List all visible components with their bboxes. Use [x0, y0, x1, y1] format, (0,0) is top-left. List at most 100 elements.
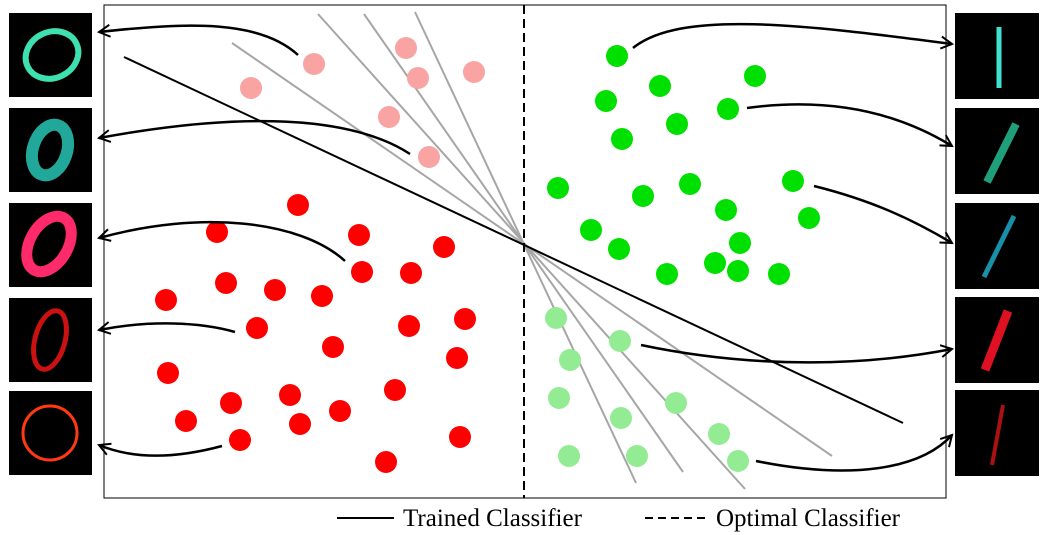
digit-one-glyph [981, 214, 1017, 279]
arrow-left-1 [99, 26, 299, 56]
right-thumbnails [955, 13, 1039, 476]
class0-dark-point-20 [175, 410, 197, 432]
arrow-right-3 [813, 184, 952, 245]
class1-dark-points [547, 45, 820, 285]
thumbnail-left-4 [9, 298, 92, 382]
class1-dark-point-16 [608, 238, 630, 260]
arrows [99, 22, 952, 472]
class1-dark-point-9 [679, 173, 701, 195]
class1-light-point-1 [545, 307, 567, 329]
class0-dark-point-25 [375, 451, 397, 473]
class1-light-point-3 [559, 349, 581, 371]
class1-dark-point-17 [704, 252, 726, 274]
digit-zero-glyph [21, 404, 79, 462]
class1-dark-point-7 [611, 128, 633, 150]
class1-dark-point-3 [649, 75, 671, 97]
class0-light-points [240, 37, 485, 168]
class0-dark-points [155, 194, 476, 473]
class0-dark-point-13 [454, 308, 476, 330]
candidate-line-4 [414, 11, 637, 484]
class0-dark-point-22 [289, 413, 311, 435]
digit-zero-glyph [31, 308, 69, 372]
class0-dark-point-24 [449, 426, 471, 448]
class1-light-point-10 [727, 450, 749, 472]
legend-trained-label: Trained Classifier [403, 505, 583, 532]
class0-light-point-3 [395, 37, 417, 59]
thumbnail-left-1 [9, 13, 92, 97]
class0-dark-point-18 [279, 384, 301, 406]
class1-light-point-6 [610, 407, 632, 429]
class1-dark-point-5 [717, 98, 739, 120]
class1-dark-point-20 [768, 263, 790, 285]
digit-one-glyph [980, 309, 1013, 372]
class0-dark-point-10 [155, 289, 177, 311]
class0-dark-point-6 [400, 262, 422, 284]
legend-optimal-label: Optimal Classifier [716, 505, 901, 532]
class1-light-point-2 [609, 330, 631, 352]
thumbnail-left-5 [9, 391, 92, 475]
class1-light-point-9 [626, 445, 648, 467]
class0-dark-point-3 [348, 224, 370, 246]
arrow-right-4 [640, 343, 952, 364]
class1-light-point-7 [708, 423, 730, 445]
class0-dark-point-5 [351, 261, 373, 283]
thumbnail-left-3 [9, 203, 92, 287]
class0-light-point-7 [418, 146, 440, 168]
class1-dark-point-15 [729, 232, 751, 254]
arrow-right-2 [746, 103, 952, 146]
class1-light-point-4 [548, 387, 570, 409]
class0-light-point-2 [240, 77, 262, 99]
class0-dark-point-11 [246, 317, 268, 339]
class1-dark-point-11 [782, 170, 804, 192]
arrow-left-2 [99, 119, 411, 156]
digit-zero-glyph [22, 28, 82, 82]
arrow-left-3 [99, 220, 346, 262]
class1-light-points [545, 307, 749, 472]
class0-dark-point-17 [384, 379, 406, 401]
thumbnail-right-2 [955, 108, 1039, 194]
class0-dark-point-2 [206, 221, 228, 243]
class0-dark-point-12 [398, 315, 420, 337]
class0-dark-point-16 [157, 362, 179, 384]
thumbnail-right-4 [955, 297, 1039, 383]
class1-dark-point-13 [798, 207, 820, 229]
arrow-left-4 [99, 323, 236, 332]
class0-light-point-4 [407, 67, 429, 89]
arrow-right-5 [755, 435, 952, 472]
class0-light-point-5 [463, 61, 485, 83]
arrow-right-1 [632, 22, 952, 48]
class0-dark-point-1 [287, 194, 309, 216]
class1-dark-point-6 [666, 113, 688, 135]
class0-dark-point-14 [322, 336, 344, 358]
class1-dark-point-18 [727, 260, 749, 282]
class1-dark-point-2 [744, 65, 766, 87]
class1-light-point-5 [665, 392, 687, 414]
class0-dark-point-4 [433, 236, 455, 258]
class1-light-point-8 [558, 445, 580, 467]
class0-dark-point-15 [446, 347, 468, 369]
class0-light-point-1 [303, 53, 325, 75]
class1-dark-point-4 [595, 90, 617, 112]
left-thumbnails [9, 13, 92, 475]
class0-dark-point-9 [311, 285, 333, 307]
legend: Trained Classifier Optimal Classifier [337, 505, 901, 532]
thumbnail-right-5 [955, 390, 1039, 476]
thumbnail-right-3 [955, 203, 1039, 289]
class0-dark-point-23 [229, 429, 251, 451]
class0-light-point-6 [378, 106, 400, 128]
class0-dark-point-21 [329, 400, 351, 422]
thumbnail-right-1 [955, 13, 1039, 99]
class0-dark-point-19 [220, 392, 242, 414]
class1-dark-point-14 [580, 219, 602, 241]
class1-dark-point-1 [606, 45, 628, 67]
class1-dark-point-19 [656, 263, 678, 285]
class1-dark-point-8 [547, 177, 569, 199]
digit-zero-glyph [25, 118, 75, 182]
digit-zero-glyph [21, 210, 77, 278]
class1-dark-point-12 [715, 199, 737, 221]
digit-one-glyph [990, 404, 1005, 466]
class0-dark-point-8 [264, 279, 286, 301]
digit-one-glyph [983, 122, 1020, 184]
class0-dark-point-7 [215, 272, 237, 294]
